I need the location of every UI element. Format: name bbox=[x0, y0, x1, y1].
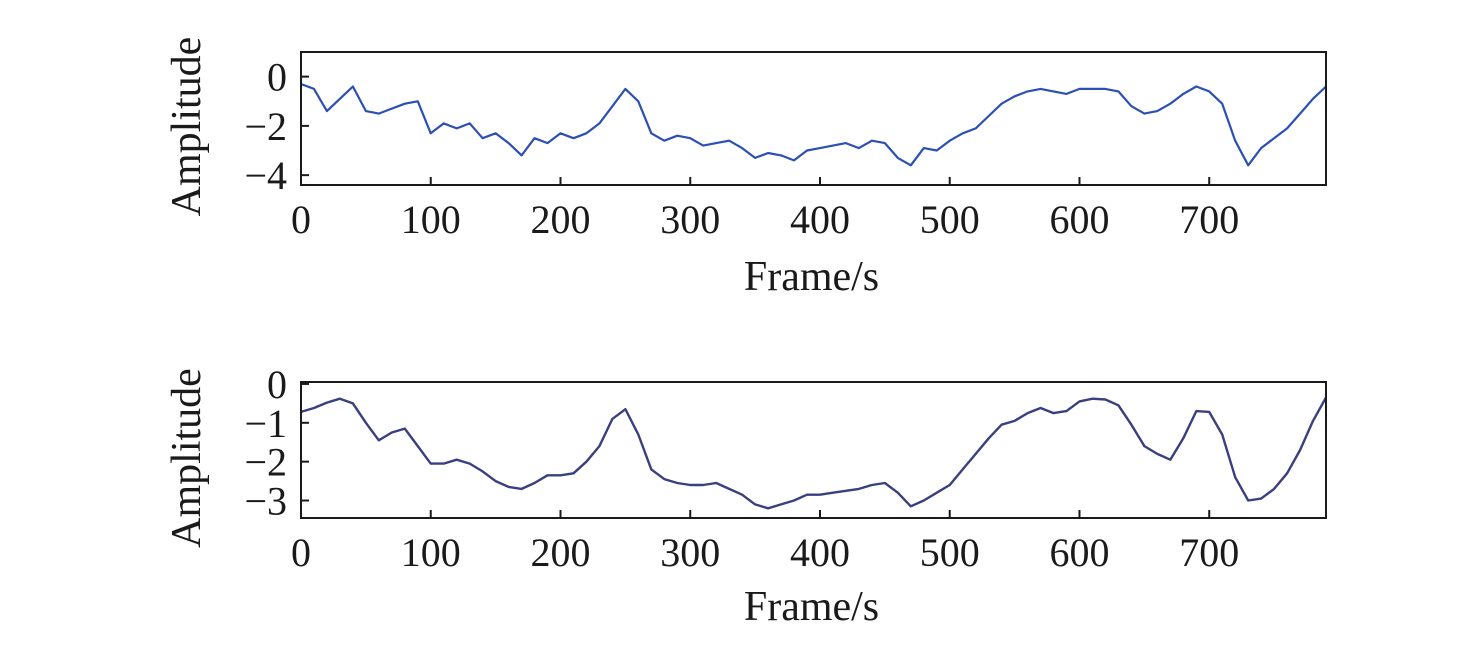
y-tick-label: −4 bbox=[244, 153, 287, 198]
x-axis-label: Frame/s bbox=[744, 584, 879, 630]
x-tick-label: 200 bbox=[530, 530, 590, 575]
y-axis-label: Amplitude bbox=[164, 368, 210, 548]
x-tick-label: 400 bbox=[790, 197, 850, 242]
y-tick-label: −3 bbox=[244, 479, 287, 524]
top-panel: 0 100 200 300 400 500 600 7000−2−4Frame/sAmplit… bbox=[164, 37, 1327, 300]
x-tick-label: 100 bbox=[401, 530, 461, 575]
y-tick-label: −2 bbox=[244, 104, 287, 149]
plot-frame bbox=[300, 51, 1327, 186]
x-tick-label: 400 bbox=[790, 530, 850, 575]
x-tick-label: 100 bbox=[401, 197, 461, 242]
x-tick-label: 700 bbox=[1179, 197, 1239, 242]
y-tick-label: 0 bbox=[267, 362, 287, 407]
bottom-panel: 0 100 200 300 400 500 600 7000−1−2−3Frame/sAmpl… bbox=[164, 362, 1328, 630]
x-tick-label: 700 bbox=[1179, 530, 1239, 575]
x-tick-label: 600 bbox=[1049, 530, 1109, 575]
y-tick-label: −1 bbox=[244, 401, 287, 446]
plot-frame bbox=[300, 381, 1327, 519]
x-axis-label: Frame/s bbox=[744, 254, 879, 300]
x-tick-label: 0 bbox=[291, 197, 311, 242]
y-tick-label: 0 bbox=[267, 55, 287, 100]
y-axis-label: Amplitude bbox=[164, 37, 210, 217]
series-line-0 bbox=[300, 82, 1327, 167]
y-tick-label: −2 bbox=[244, 440, 287, 485]
x-tick-label: 300 bbox=[660, 530, 720, 575]
x-tick-label: 300 bbox=[660, 197, 720, 242]
x-tick-label: 0 bbox=[291, 530, 311, 575]
series-line-0 bbox=[300, 396, 1328, 510]
x-tick-label: 500 bbox=[920, 197, 980, 242]
x-tick-label: 200 bbox=[530, 197, 590, 242]
x-tick-label: 500 bbox=[920, 530, 980, 575]
x-tick-label: 600 bbox=[1049, 197, 1109, 242]
